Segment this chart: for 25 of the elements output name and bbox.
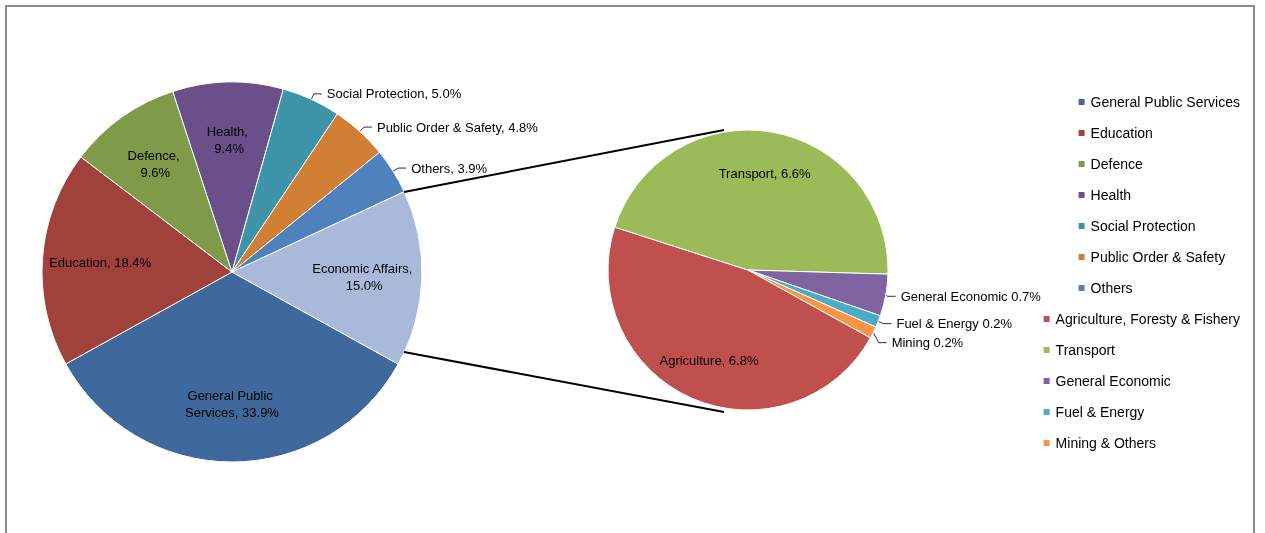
data-label: Social Protection, 5.0%: [326, 86, 462, 102]
legend-label: Education: [1090, 125, 1153, 141]
data-label: Fuel & Energy 0.2%: [896, 316, 1013, 332]
legend-label: Public Order & Safety: [1090, 249, 1226, 265]
legend-label: Mining & Others: [1055, 435, 1156, 451]
legend-label: Social Protection: [1090, 218, 1196, 234]
data-label: General Public Services, 33.9%: [184, 388, 280, 421]
data-label: Agriculture, 6.8%: [659, 352, 759, 368]
data-label: General Economic 0.7%: [900, 288, 1042, 304]
data-label: Health, 9.4%: [206, 123, 252, 156]
legend-label: General Public Services: [1090, 94, 1241, 110]
data-label: Others, 3.9%: [411, 160, 488, 176]
data-label: Economic Affairs, 15.0%: [312, 260, 417, 293]
data-label: Defence, 9.6%: [127, 148, 184, 181]
legend-label: Health: [1090, 187, 1132, 203]
data-label: Education, 18.4%: [49, 254, 152, 270]
data-label: Public Order & Safety, 4.8%: [376, 119, 539, 135]
legend-label: Defence: [1090, 156, 1143, 172]
legend-label: General Economic: [1055, 373, 1171, 389]
legend-label: Fuel & Energy: [1055, 404, 1145, 420]
data-label: Mining 0.2%: [891, 335, 964, 351]
legend-label: Agriculture, Foresty & Fishery: [1055, 311, 1240, 327]
legend-label: Others: [1090, 280, 1133, 296]
legend-label: Transport: [1055, 342, 1116, 358]
data-label: Transport, 6.6%: [718, 165, 812, 181]
